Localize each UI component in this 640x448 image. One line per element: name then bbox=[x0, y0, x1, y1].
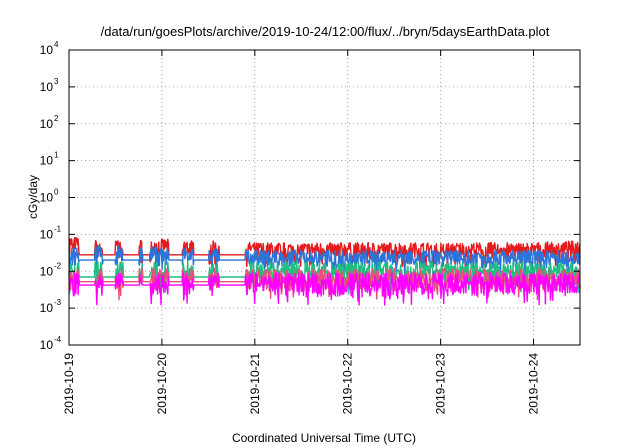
y-tick-label: 10 bbox=[40, 191, 54, 205]
chart-title: /data/run/goesPlots/archive/2019-10-24/1… bbox=[101, 24, 550, 39]
series-line bbox=[68, 245, 581, 275]
y-tick-label: 10 bbox=[40, 154, 54, 168]
x-tick-label: 2019-10-19 bbox=[62, 353, 76, 415]
y-tick-label: 10 bbox=[40, 43, 54, 57]
series-line bbox=[68, 261, 581, 295]
series-group bbox=[68, 236, 581, 306]
grid bbox=[69, 50, 580, 345]
y-tick-exponent: 4 bbox=[54, 40, 59, 49]
series-line bbox=[68, 272, 581, 306]
x-tick-label: 2019-10-22 bbox=[341, 353, 355, 415]
y-tick-exponent: -3 bbox=[54, 298, 62, 307]
y-tick-label: 10 bbox=[40, 338, 54, 352]
y-tick-label: 10 bbox=[40, 264, 54, 278]
x-axis: 2019-10-19 2019-10-20 2019-10-21 2019-10-22… bbox=[62, 50, 541, 414]
y-tick-exponent: 0 bbox=[54, 188, 59, 197]
x-tick-label: 2019-10-24 bbox=[527, 353, 541, 415]
y-tick-exponent: 3 bbox=[54, 77, 59, 86]
y-tick-label: 10 bbox=[40, 301, 54, 315]
y-tick-exponent: -2 bbox=[54, 261, 62, 270]
x-tick-label: 2019-10-20 bbox=[155, 353, 169, 415]
y-axis-title: cGy/day bbox=[26, 175, 40, 219]
y-tick-exponent: 1 bbox=[54, 151, 59, 160]
y-tick-exponent: -1 bbox=[54, 224, 62, 233]
x-tick-label: 2019-10-21 bbox=[248, 353, 262, 415]
y-tick-label: 10 bbox=[40, 80, 54, 94]
y-tick-exponent: -4 bbox=[54, 335, 62, 344]
x-axis-title: Coordinated Universal Time (UTC) bbox=[232, 431, 416, 445]
y-tick-exponent: 2 bbox=[54, 114, 59, 123]
x-tick-label: 2019-10-23 bbox=[434, 353, 448, 415]
series-line bbox=[68, 267, 581, 301]
y-tick-label: 10 bbox=[40, 117, 54, 131]
y-tick-label: 10 bbox=[40, 227, 54, 241]
